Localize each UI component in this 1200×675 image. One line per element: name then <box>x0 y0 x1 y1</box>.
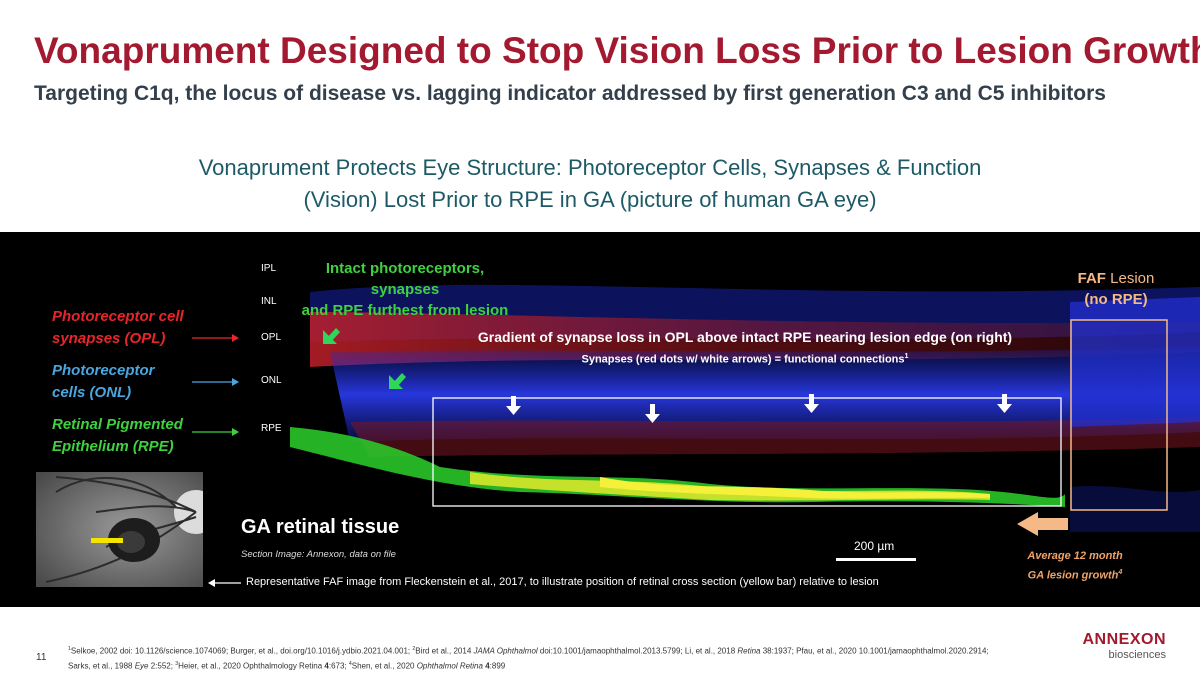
reference-segment: 2:552; <box>148 661 176 671</box>
reference-segment: JAMA Ophthalmol <box>473 646 538 656</box>
onl-pointer-arrow <box>192 378 239 386</box>
opl-label-line2: synapses (OPL) <box>52 330 166 347</box>
representative-image-note: Representative FAF image from Fleckenste… <box>246 576 879 588</box>
lesion-growth-label: Average 12 month GA lesion growth4 <box>1000 548 1150 584</box>
rpe-label-line1: Retinal Pigmented <box>52 416 183 433</box>
faf-bold: FAF <box>1077 270 1106 287</box>
reference-segment: 3 <box>175 660 179 667</box>
gradient-note: Gradient of synapse loss in OPL above in… <box>400 327 1090 369</box>
reference-segment: 4 <box>485 661 490 671</box>
reference-segment: 1 <box>68 646 71 652</box>
references-footnote: 1Selkoe, 2002 doi: 10.1126/science.10740… <box>68 643 1008 672</box>
layer-inl: INL <box>261 296 277 307</box>
layer-pointer-arrows <box>192 334 239 436</box>
layer-onl: ONL <box>261 375 282 386</box>
gradient-line2: Synapses (red dots w/ white arrows) = fu… <box>581 353 905 366</box>
opl-label-line1: Photoreceptor cell <box>52 308 184 325</box>
onl-label: Photoreceptor cells (ONL) <box>52 360 155 404</box>
scale-bar <box>836 558 916 561</box>
reference-segment: Retina <box>737 646 761 656</box>
faf-fundus-image <box>36 472 203 587</box>
page-number: 11 <box>36 652 47 663</box>
growth-line2: GA lesion growth <box>1027 569 1119 582</box>
section-heading-line1: Vonaprument Protects Eye Structure: Phot… <box>198 155 982 180</box>
opl-pointer-arrow <box>192 334 239 342</box>
left-arrow-icon <box>208 579 241 587</box>
logo-subtitle: biosciences <box>1108 649 1166 661</box>
intact-note-line1: Intact photoreceptors, synapses <box>325 260 485 298</box>
reference-segment: Bird et al., 2014 <box>415 646 474 656</box>
rpe-pointer-arrow <box>192 428 239 436</box>
rpe-label: Retinal Pigmented Epithelium (RPE) <box>52 414 183 458</box>
intact-tissue-note: Intact photoreceptors, synapses and RPE … <box>290 258 520 321</box>
onl-label-line1: Photoreceptor <box>52 362 155 379</box>
layer-opl: OPL <box>261 332 282 343</box>
faf-line2: (no RPE) <box>1084 291 1148 308</box>
reference-segment: Heier, et al., 2020 Ophthalmology Retina <box>178 661 325 671</box>
reference-segment: Shen, et al., 2020 <box>351 661 417 671</box>
ga-tissue-title: GA retinal tissue <box>241 516 400 538</box>
reference-segment: Ophthalmol Retina <box>416 661 483 671</box>
opl-label: Photoreceptor cell synapses (OPL) <box>52 306 184 350</box>
section-heading-line2: (Vision) Lost Prior to RPE in GA (pictur… <box>303 187 877 212</box>
faf-lesion-label: FAF Lesion (no RPE) <box>1072 268 1160 310</box>
page-title: Vonaprument Designed to Stop Vision Loss… <box>34 30 1200 71</box>
section-heading: Vonaprument Protects Eye Structure: Phot… <box>0 152 1180 216</box>
onl-label-line2: cells (ONL) <box>52 384 132 401</box>
annexon-logo: ANNEXON biosciences <box>1070 631 1166 661</box>
intact-note-line2: and RPE furthest from lesion <box>301 302 509 319</box>
reference-segment: 2 <box>412 646 416 652</box>
layer-rpe: RPE <box>261 423 282 434</box>
reference-segment: 4 <box>324 661 329 671</box>
rpe-label-line2: Epithelium (RPE) <box>52 438 174 455</box>
layer-ipl: IPL <box>261 263 277 274</box>
reference-segment: 4 <box>348 660 352 667</box>
reference-segment: Eye <box>134 661 149 671</box>
section-image-source: Section Image: Annexon, data on file <box>241 549 396 560</box>
reference-segment: doi:10.1001/jamaophthalmol.2013.5799; Li… <box>537 646 738 656</box>
reference-segment: Selkoe, 2002 doi: 10.1126/science.107406… <box>70 646 413 656</box>
retina-figure-panel: Photoreceptor cell synapses (OPL) Photor… <box>0 232 1200 607</box>
reference-segment: :899 <box>489 661 506 671</box>
gradient-sup: 1 <box>904 352 909 360</box>
growth-sup: 4 <box>1118 568 1123 576</box>
scale-bar-label: 200 µm <box>854 539 895 553</box>
retina-microscopy-image <box>290 232 1200 607</box>
logo-name: ANNEXON <box>1082 631 1166 648</box>
growth-line1: Average 12 month <box>1027 550 1123 562</box>
page-subtitle: Targeting C1q, the locus of disease vs. … <box>34 82 1106 105</box>
reference-segment: :673; <box>328 661 349 671</box>
gradient-line1: Gradient of synapse loss in OPL above in… <box>477 329 1013 345</box>
fundus-illustration <box>36 472 203 587</box>
reference-segment: 38:1937; Pfau, et al., 2020 10.1001/jama… <box>68 646 989 671</box>
faf-rest: Lesion <box>1105 270 1155 287</box>
